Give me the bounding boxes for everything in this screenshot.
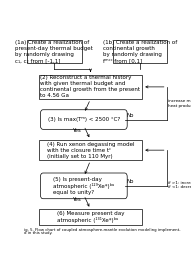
Text: (5) Is present-day
atmospheric (¹²⁹Xe*)ᵇᵃ
equal to unity?: (5) Is present-day atmospheric (¹²⁹Xe*)ᵇ… [53,177,114,195]
Text: increase mantle
heat production: increase mantle heat production [168,99,191,108]
Text: (4) Run xenon degassing model
with the closure time tᶜ
(initially set to 110 Myr: (4) Run xenon degassing model with the c… [47,142,134,159]
Text: (1b) Create a realization of
continental growth
by randomly drawing
fᵐᶜᶜ from [0: (1b) Create a realization of continental… [103,40,177,63]
Text: Yes: Yes [72,128,81,133]
Text: if >1: increase tᶜ: if >1: increase tᶜ [168,181,191,185]
Text: (1a) Create a realization of
present-day thermal budget
by randomly drawing
c₁, : (1a) Create a realization of present-day… [15,40,93,63]
FancyBboxPatch shape [39,140,142,160]
FancyBboxPatch shape [113,40,168,63]
FancyBboxPatch shape [40,173,127,199]
Text: (6) Measure present day
atmospheric (¹³¹Xe*)ᵇᵃ: (6) Measure present day atmospheric (¹³¹… [57,211,124,223]
FancyBboxPatch shape [40,110,127,129]
Text: Yes: Yes [72,197,81,202]
Text: ig. 5. Flow chart of coupled atmosphere-mantle evolution modeling implement-: ig. 5. Flow chart of coupled atmosphere-… [24,228,180,232]
Text: (3) Is max(Tᵐ) < 2500 °C?: (3) Is max(Tᵐ) < 2500 °C? [48,117,120,122]
Text: d in this study.: d in this study. [24,231,52,235]
Text: No: No [126,113,134,118]
FancyBboxPatch shape [39,209,142,225]
Text: if <1: decrease tᶜ: if <1: decrease tᶜ [168,185,191,189]
FancyBboxPatch shape [39,75,142,99]
Text: No: No [126,179,134,184]
Text: (2) Reconstruct a thermal history
with given thermal budget and
continental grow: (2) Reconstruct a thermal history with g… [40,76,141,98]
FancyBboxPatch shape [27,40,82,63]
